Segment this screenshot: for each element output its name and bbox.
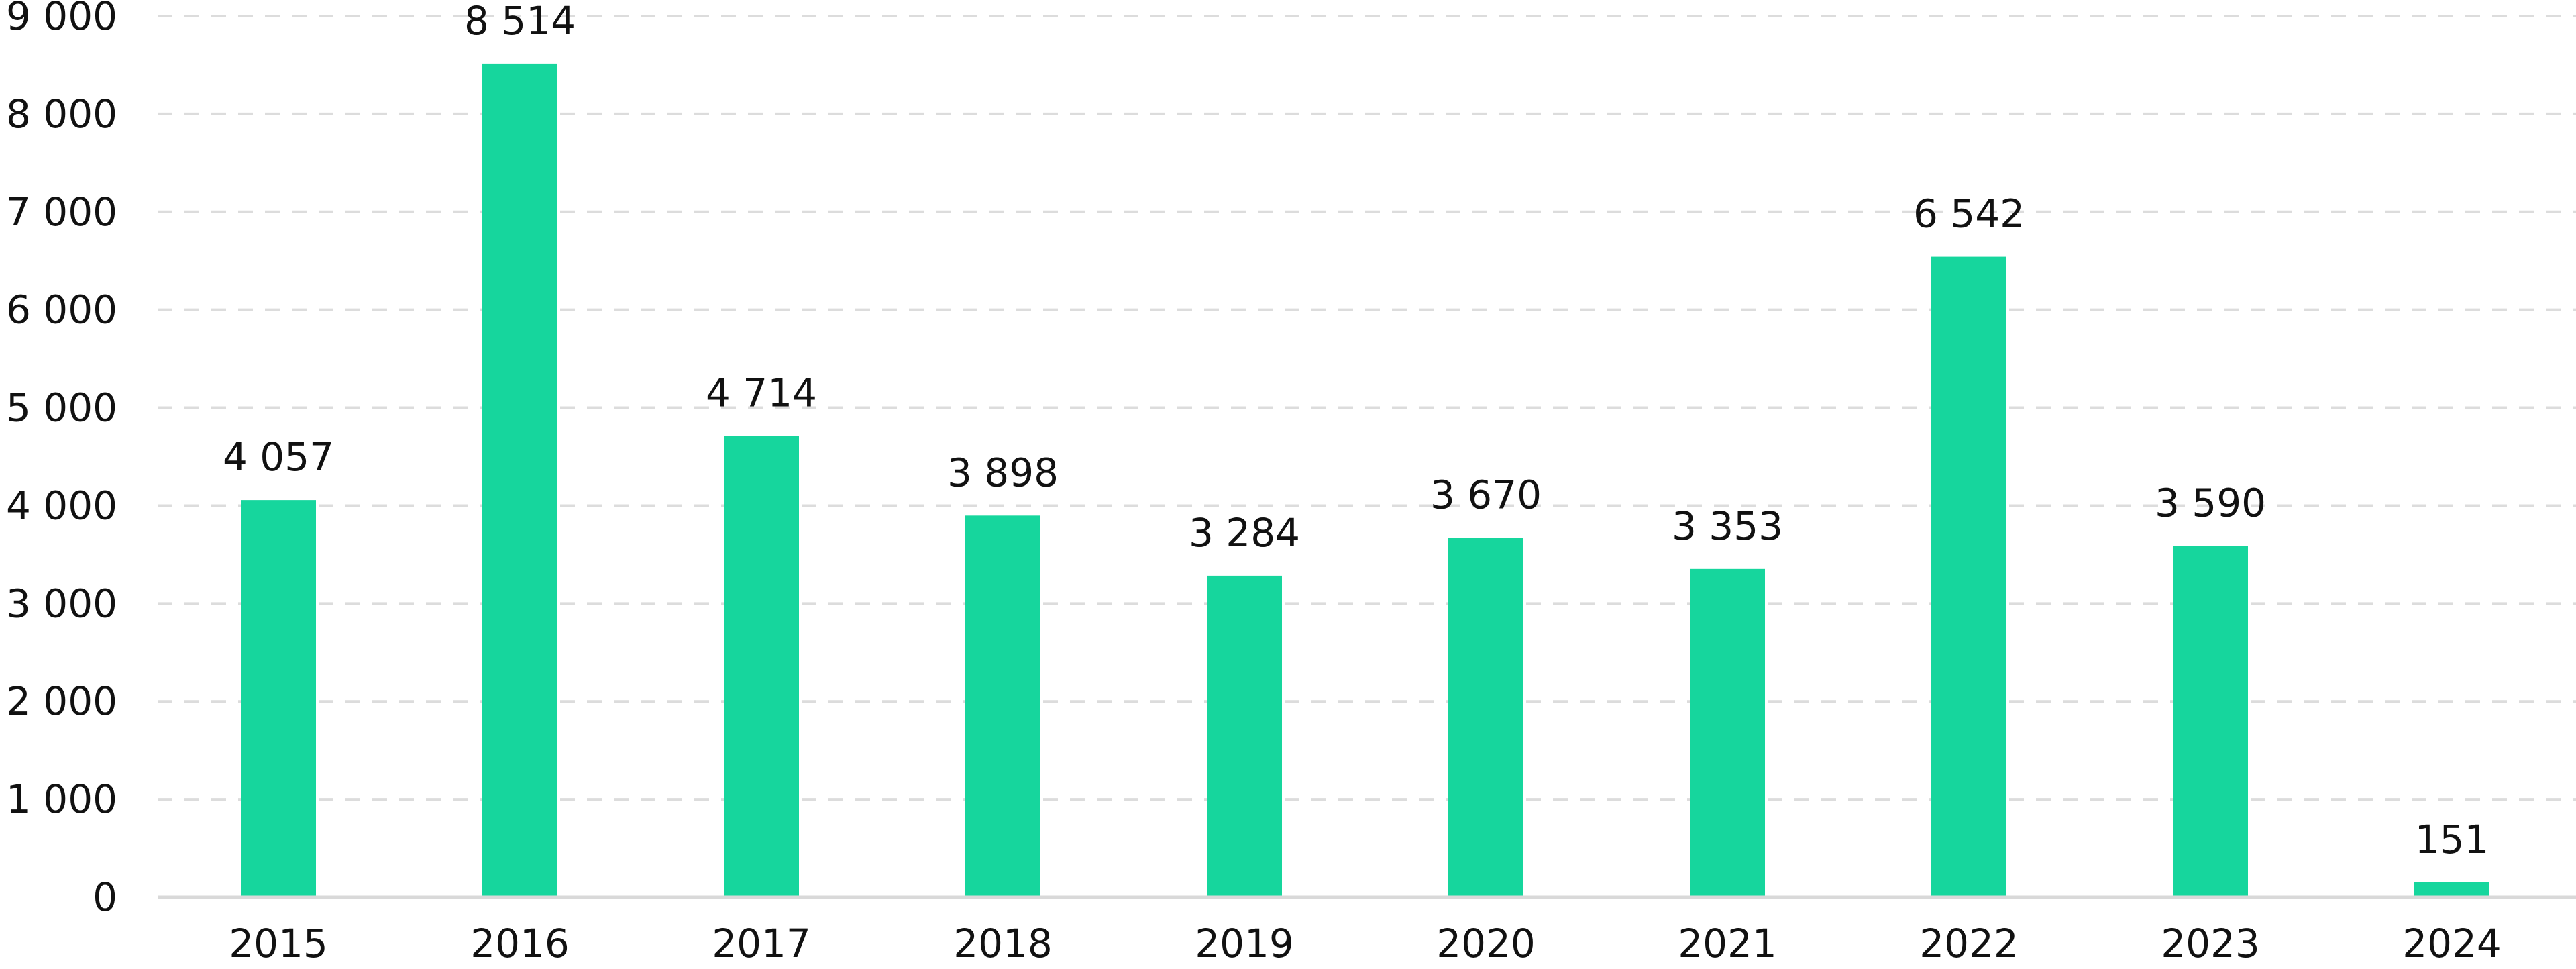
bar <box>724 436 799 897</box>
bar <box>482 63 557 898</box>
bar-value-label: 4 057 <box>223 434 334 480</box>
y-tick-label: 4 000 <box>6 482 117 528</box>
y-tick-label: 7 000 <box>6 189 117 235</box>
y-tick-label: 8 000 <box>6 91 117 137</box>
bars <box>241 63 2489 898</box>
grid-layer <box>158 15 2576 801</box>
x-tick-label: 2024 <box>2402 921 2502 966</box>
y-axis: 0 1 000 2 000 3 000 4 000 5 000 6 000 7 000 8 00… <box>6 0 117 920</box>
y-tick-label: 0 <box>93 874 117 920</box>
bar-value-label: 151 <box>2415 817 2489 862</box>
x-tick-label: 2016 <box>470 921 570 966</box>
x-tick-label: 2015 <box>229 921 328 966</box>
bar <box>241 500 316 897</box>
bar <box>1690 568 1765 897</box>
x-tick-label: 2021 <box>1678 921 1777 966</box>
y-tick-label: 6 000 <box>6 287 117 333</box>
bar <box>1207 575 1282 897</box>
x-tick-label: 2019 <box>1195 921 1294 966</box>
x-tick-label: 2018 <box>953 921 1053 966</box>
bar <box>2173 546 2248 897</box>
bar <box>1931 256 2006 898</box>
bar-value-label: 8 514 <box>464 0 576 44</box>
bar-value-label: 3 590 <box>2155 480 2266 525</box>
y-tick-label: 9 000 <box>6 0 117 39</box>
bar <box>2414 882 2489 897</box>
bar-value-label: 3 353 <box>1672 503 1783 549</box>
x-tick-label: 2023 <box>2161 921 2260 966</box>
x-tick-label: 2017 <box>712 921 811 966</box>
bar <box>1448 538 1523 897</box>
x-axis: 2015 2016 2017 2018 2019 2020 2021 2022 2023 2024 <box>158 895 2576 966</box>
bar-value-label: 3 670 <box>1430 472 1542 518</box>
y-tick-label: 5 000 <box>6 385 117 431</box>
y-tick-label: 1 000 <box>6 776 117 822</box>
x-tick-label: 2020 <box>1436 921 1536 966</box>
x-tick-label: 2022 <box>1919 921 2019 966</box>
bar-value-label: 4 714 <box>706 370 817 415</box>
bar-value-label: 3 284 <box>1189 510 1300 556</box>
bar-value-label: 6 542 <box>1913 191 2025 237</box>
data-labels: 4 057 8 514 4 714 3 898 3 284 3 670 3 353 6 542… <box>223 0 2489 862</box>
y-tick-label: 2 000 <box>6 678 117 724</box>
bar <box>965 515 1040 897</box>
y-tick-label: 3 000 <box>6 580 117 626</box>
bar-value-label: 3 898 <box>947 450 1059 495</box>
